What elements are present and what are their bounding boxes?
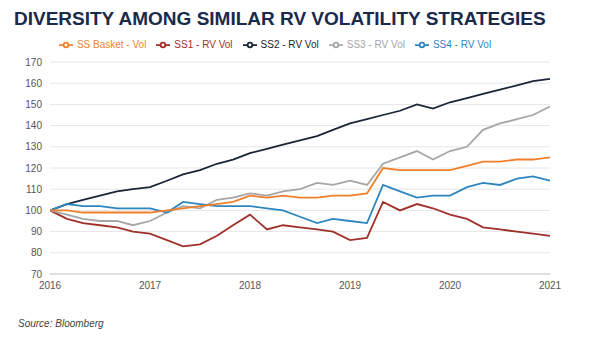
html-text:SS Basket - Vol: SS Basket - Vol [76,38,147,50]
svg-text:150: 150 [25,99,42,110]
html-text:SS3 - RV Vol: SS3 - RV Vol [346,38,405,50]
svg-text:110: 110 [26,184,42,195]
svg-text:2019: 2019 [339,280,362,291]
svg-text:90: 90 [31,226,43,237]
svg-text:120: 120 [25,163,42,174]
svg-text:130: 130 [25,141,42,152]
svg-text:2021: 2021 [539,280,562,291]
svg-text:140: 140 [25,120,42,131]
html-text:SS2 - RV Vol: SS2 - RV Vol [260,38,319,50]
svg-text:2016: 2016 [39,280,62,291]
html-text:DIVERSITY AMONG SIMILAR RV VOL: DIVERSITY AMONG SIMILAR RV VOLATILITY ST… [14,8,546,29]
html-text:Source: Bloomberg: Source: Bloomberg [18,318,104,329]
html-text:SS1 - RV Vol: SS1 - RV Vol [174,38,233,50]
svg-text:70: 70 [31,269,43,280]
svg-text:2018: 2018 [239,280,262,291]
svg-text:2017: 2017 [139,280,162,291]
svg-text:170: 170 [25,57,42,68]
svg-text:80: 80 [31,247,43,258]
html-text:SS4 - RV Vol: SS4 - RV Vol [432,38,492,50]
svg-text:100: 100 [25,205,42,216]
svg-text:160: 160 [25,78,42,89]
svg-text:2020: 2020 [439,280,462,291]
